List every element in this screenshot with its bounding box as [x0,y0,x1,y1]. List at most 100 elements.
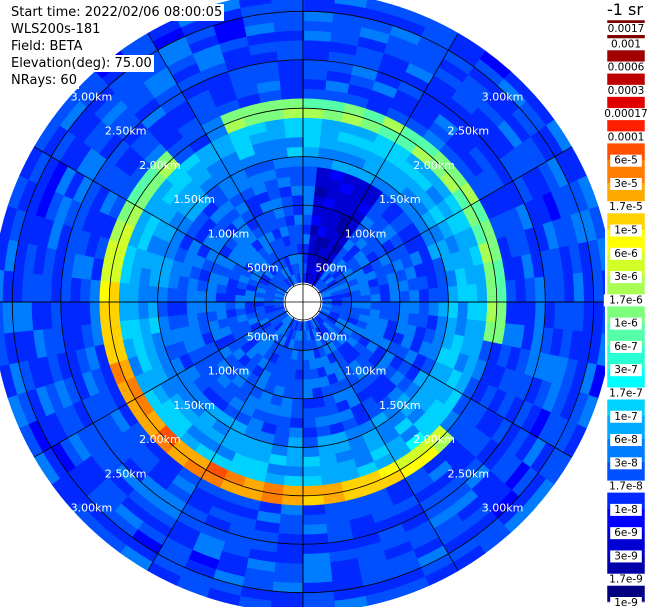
ppi-cell [150,431,174,454]
ppi-cell [183,558,217,579]
ppi-cell [237,595,272,607]
ppi-cell [326,352,338,365]
ppi-cell [166,99,193,122]
ppi-cell [306,339,314,351]
ppi-cell [201,331,215,346]
ppi-cell [443,389,463,412]
ppi-cell [260,321,272,331]
ppi-cell [292,253,300,265]
ppi-cell [550,187,572,220]
ppi-cell [435,384,455,406]
ppi-cell [399,160,421,181]
ppi-cell [147,112,173,137]
ppi-cell [40,300,53,330]
ppi-cell [361,17,395,36]
ppi-cell [312,317,321,328]
azimuth-spoke [147,33,295,287]
ppi-cell [222,403,241,420]
ppi-cell [36,155,61,188]
ppi-cell [278,257,288,269]
ppi-cell [371,80,399,99]
ppi-cell [205,301,217,313]
ppi-cell [577,175,599,211]
ppi-cell [419,418,441,440]
ppi-cell [457,284,469,303]
ppi-cell [321,482,344,496]
ppi-cell [445,317,458,336]
ppi-cell [428,224,446,244]
ppi-cell [305,272,310,284]
ppi-cell [404,431,427,452]
ppi-cell [7,393,29,429]
ppi-cell [233,83,260,100]
ppi-cell [205,427,226,446]
ppi-cell [470,470,498,498]
ppi-cell [165,445,190,468]
ppi-cell [243,330,256,343]
ppi-cell [109,407,131,434]
ppi-cell [249,272,262,283]
ppi-cell [282,205,295,217]
range-ring-label: 2.00km [139,433,181,446]
ppi-cell [367,496,394,515]
colorbar-tick-label: 3e-5 [614,178,638,190]
range-ring-label: 500m [315,330,347,343]
ppi-cell [150,253,165,272]
ppi-cell [320,237,332,249]
ppi-cell [268,352,280,365]
ppi-cell [176,215,194,235]
ppi-cell [330,308,342,315]
ppi-cell [169,356,186,375]
ppi-cell [195,531,226,552]
ppi-cell [361,329,375,342]
ppi-cell [407,313,420,327]
ppi-cell [330,230,343,244]
ppi-cell [271,581,303,594]
ppi-cell [399,302,411,314]
ppi-cell [218,199,236,216]
ppi-cell [160,360,178,380]
ppi-cell [520,404,543,435]
ppi-cell [179,262,193,278]
ppi-cell [151,553,185,577]
ppi-cell [396,360,413,377]
ppi-cell [219,325,233,338]
ppi-cell [339,310,351,318]
range-ring-label: 2.50km [448,125,490,138]
ppi-cell [207,271,221,284]
ppi-cell [121,426,145,452]
ppi-cell [217,317,230,330]
ppi-cell [273,20,305,33]
ppi-cell [286,224,297,236]
colorbar-label-bg [610,550,642,563]
ppi-cell [136,352,153,374]
ppi-cell [315,280,326,290]
ppi-cell [399,290,411,303]
ppi-cell [280,396,293,409]
ppi-cell [109,169,132,196]
ppi-cell [275,309,287,317]
ppi-cell [280,314,291,324]
ppi-cell [264,118,286,132]
ppi-cell [303,146,320,158]
ppi-cell [177,275,190,290]
ppi-cell [260,421,277,436]
ppi-cell [233,387,250,404]
ppi-cell [420,374,438,394]
ppi-cell [271,1,305,13]
ppi-cell [177,313,190,329]
ppi-cell [301,533,329,545]
ppi-cell [86,84,116,114]
ppi-cell [152,26,186,51]
ppi-cell [403,238,419,256]
ppi-cell [506,427,531,457]
ppi-cell [186,277,199,291]
ppi-cell [290,319,298,331]
ppi-cell [230,73,258,91]
ppi-cell [238,273,250,285]
ppi-cell [416,446,440,468]
ppi-cell [377,191,395,209]
ppi-cell [282,337,292,349]
ppi-cell [278,513,303,526]
ppi-cell [192,43,224,63]
